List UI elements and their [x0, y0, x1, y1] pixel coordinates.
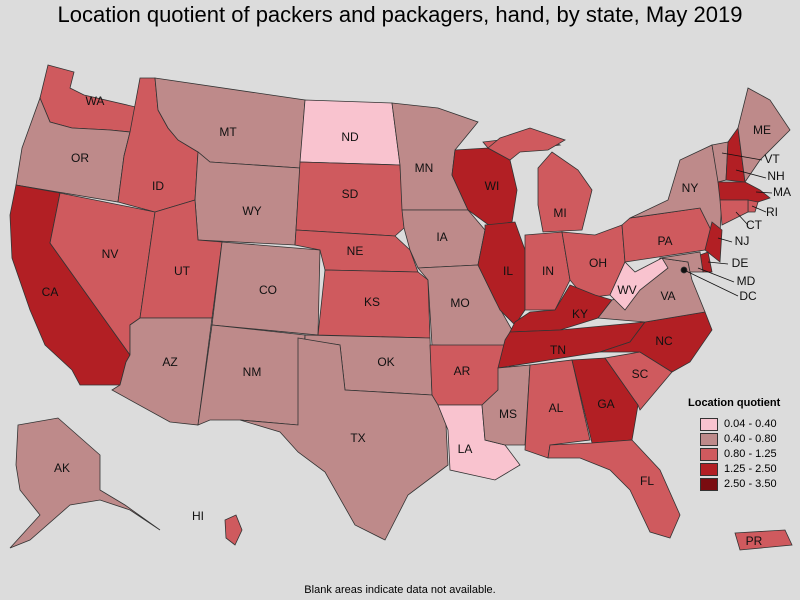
legend-item: 2.50 - 3.50	[688, 477, 798, 491]
label-IA: IA	[436, 230, 447, 244]
label-NV: NV	[102, 247, 119, 261]
label-MS: MS	[499, 407, 517, 421]
label-RI: RI	[766, 205, 778, 219]
label-IN: IN	[542, 264, 554, 278]
label-NE: NE	[347, 244, 364, 258]
label-AR: AR	[454, 364, 471, 378]
legend-label: 2.50 - 3.50	[724, 478, 777, 490]
legend-label: 0.40 - 0.80	[724, 433, 777, 445]
label-WA: WA	[86, 94, 105, 108]
label-SC: SC	[632, 367, 649, 381]
label-OR: OR	[71, 151, 89, 165]
label-NM: NM	[243, 365, 262, 379]
label-KY: KY	[572, 307, 588, 321]
footnote: Blank areas indicate data not available.	[304, 584, 496, 596]
state-PR	[734, 529, 793, 551]
label-NJ: NJ	[735, 234, 750, 248]
label-TX: TX	[350, 431, 365, 445]
label-CT: CT	[746, 218, 763, 232]
state-MI-upper	[487, 127, 566, 161]
label-ID: ID	[152, 179, 164, 193]
state-WV	[609, 257, 669, 311]
state-IN	[524, 231, 571, 311]
legend-title: Location quotient	[688, 397, 781, 409]
label-OH: OH	[589, 256, 607, 270]
label-PA: PA	[657, 234, 672, 248]
legend-swatch	[700, 447, 718, 461]
legend-label: 0.80 - 1.25	[724, 448, 777, 460]
label-FL: FL	[640, 474, 654, 488]
state-AZ	[111, 317, 213, 426]
label-OK: OK	[377, 355, 394, 369]
label-KS: KS	[364, 295, 380, 309]
state-GA	[571, 357, 639, 444]
legend-item: 1.25 - 2.50	[688, 462, 798, 476]
legend-item: 0.40 - 0.80	[688, 432, 798, 446]
label-MI: MI	[553, 206, 566, 220]
label-TN: TN	[550, 343, 566, 357]
label-WI: WI	[485, 179, 500, 193]
label-NC: NC	[655, 334, 673, 348]
state-MI-lower	[537, 151, 593, 233]
state-NC	[599, 311, 713, 373]
state-AK	[9, 417, 161, 549]
legend: Location quotient 0.04 - 0.40 0.40 - 0.8…	[688, 397, 798, 492]
label-DE: DE	[732, 256, 749, 270]
legend-swatch	[700, 432, 718, 446]
state-MD	[659, 251, 704, 273]
state-TX	[239, 337, 449, 541]
label-UT: UT	[174, 264, 191, 278]
state-CT	[719, 199, 749, 226]
label-AL: AL	[549, 401, 564, 415]
map-title: Location quotient of packers and package…	[57, 2, 743, 27]
label-GA: GA	[597, 397, 614, 411]
legend-item: 0.80 - 1.25	[688, 447, 798, 461]
label-MO: MO	[450, 296, 469, 310]
label-HI: HI	[192, 509, 204, 523]
label-NH: NH	[767, 169, 784, 183]
state-HI	[224, 514, 243, 546]
legend-label: 1.25 - 2.50	[724, 463, 777, 475]
label-leader-lines	[683, 152, 773, 297]
label-MA: MA	[773, 185, 791, 199]
legend-label: 0.04 - 0.40	[724, 418, 777, 430]
legend-swatch	[700, 417, 718, 431]
label-MT: MT	[219, 125, 237, 139]
label-PR: PR	[746, 534, 763, 548]
label-VT: VT	[764, 152, 780, 166]
label-DC: DC	[739, 289, 757, 303]
label-SD: SD	[342, 187, 359, 201]
state-KS	[317, 269, 431, 339]
state-FL	[547, 439, 681, 539]
label-MD: MD	[737, 274, 756, 288]
label-ME: ME	[753, 123, 771, 137]
label-WY: WY	[242, 204, 261, 218]
state-NJ	[704, 221, 723, 263]
legend-swatch	[700, 477, 718, 491]
legend-swatch	[700, 462, 718, 476]
label-ND: ND	[341, 130, 359, 144]
label-NY: NY	[682, 181, 699, 195]
label-AK: AK	[54, 461, 70, 475]
label-MN: MN	[415, 161, 434, 175]
state-SC	[604, 351, 673, 411]
label-AZ: AZ	[162, 355, 177, 369]
legend-item: 0.04 - 0.40	[688, 417, 798, 431]
label-IL: IL	[503, 264, 513, 278]
label-WV: WV	[617, 283, 636, 297]
label-CA: CA	[42, 285, 59, 299]
label-VA: VA	[660, 289, 675, 303]
label-CO: CO	[259, 283, 277, 297]
label-LA: LA	[458, 442, 473, 456]
state-SD	[295, 161, 405, 237]
